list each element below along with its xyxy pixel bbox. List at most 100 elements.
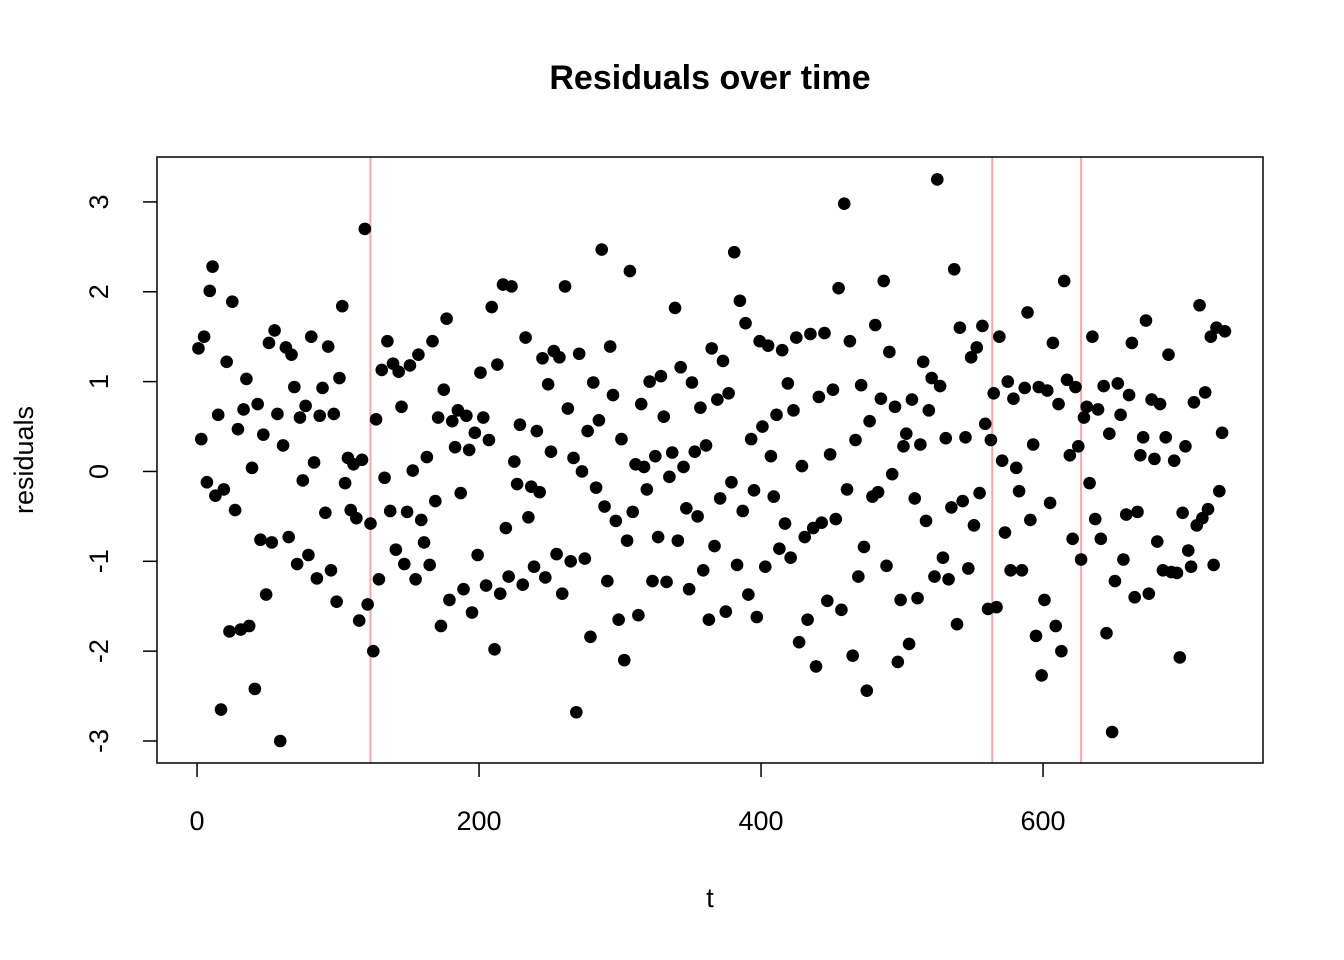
point: [933, 379, 947, 393]
point: [998, 526, 1012, 539]
point: [465, 606, 479, 619]
point: [719, 605, 733, 618]
point: [395, 400, 408, 414]
point: [916, 355, 930, 369]
point: [1038, 593, 1051, 607]
point: [1026, 438, 1040, 451]
plot-frame: [156, 156, 1264, 764]
point: [640, 483, 654, 496]
point: [293, 411, 307, 424]
point: [1055, 644, 1068, 658]
point: [637, 460, 651, 474]
point: [350, 511, 363, 525]
point: [398, 557, 411, 571]
point: [1114, 408, 1127, 422]
point: [530, 424, 544, 438]
x-tick-label: 200: [457, 806, 502, 836]
point: [598, 500, 611, 513]
point: [240, 372, 253, 386]
point: [499, 521, 513, 535]
point: [612, 613, 625, 626]
point: [747, 484, 761, 497]
point: [634, 397, 648, 411]
point: [507, 455, 521, 468]
point: [372, 572, 386, 586]
point: [665, 446, 679, 459]
y-tick-label: -2: [84, 639, 114, 663]
point: [942, 572, 955, 586]
point: [223, 625, 236, 638]
point: [403, 359, 417, 372]
point: [1218, 324, 1232, 338]
point: [919, 514, 933, 528]
point: [358, 222, 372, 236]
point: [953, 321, 967, 335]
point: [1052, 397, 1065, 411]
point: [313, 409, 327, 423]
point: [860, 684, 874, 697]
point: [282, 530, 295, 544]
point: [993, 330, 1006, 343]
point: [1060, 373, 1074, 387]
point: [288, 380, 301, 394]
point: [713, 492, 727, 505]
point: [767, 490, 781, 503]
point: [781, 377, 795, 390]
point: [798, 530, 812, 544]
point: [1083, 476, 1096, 490]
point: [575, 465, 589, 478]
point: [617, 653, 631, 667]
point: [620, 534, 634, 547]
point: [739, 316, 752, 330]
point: [364, 517, 377, 530]
point: [338, 476, 352, 490]
point: [770, 408, 783, 422]
point: [197, 330, 211, 343]
point: [1153, 397, 1167, 411]
point: [984, 433, 998, 447]
point: [423, 558, 436, 572]
point: [1086, 330, 1099, 343]
point: [1007, 392, 1020, 405]
point: [383, 504, 397, 518]
point: [592, 413, 606, 427]
point: [685, 376, 699, 389]
point: [1012, 484, 1026, 498]
point: [632, 608, 645, 622]
point: [460, 409, 473, 423]
point: [206, 260, 219, 273]
point: [245, 461, 259, 475]
point: [1173, 651, 1187, 664]
point: [680, 501, 693, 515]
point: [668, 301, 682, 315]
point: [457, 582, 470, 596]
point: [1212, 484, 1226, 498]
point: [787, 404, 800, 417]
point: [1063, 448, 1077, 462]
point: [1071, 439, 1085, 453]
point: [553, 351, 566, 364]
y-tick-label: 0: [84, 464, 114, 479]
point: [584, 630, 597, 644]
point: [936, 551, 950, 565]
point: [254, 533, 267, 547]
point: [1046, 336, 1060, 350]
point: [420, 450, 434, 464]
point: [857, 540, 871, 554]
point: [880, 559, 893, 573]
point: [417, 536, 431, 549]
point: [324, 563, 338, 577]
point: [852, 570, 865, 583]
point: [429, 494, 442, 508]
point: [883, 345, 896, 359]
point: [257, 428, 270, 441]
point: [268, 324, 281, 337]
point: [792, 635, 806, 649]
point: [1150, 535, 1164, 548]
point: [750, 610, 764, 624]
point: [544, 445, 558, 458]
chart-title: Residuals over time: [549, 59, 870, 97]
point: [888, 400, 902, 414]
point: [826, 383, 840, 396]
